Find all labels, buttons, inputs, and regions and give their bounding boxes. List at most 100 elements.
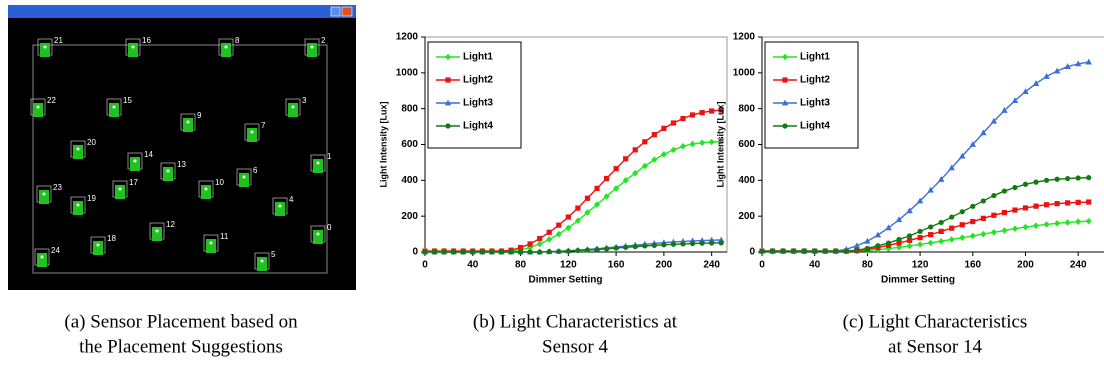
x-tick-label: 160 — [608, 260, 625, 271]
marker — [709, 240, 715, 246]
sensor — [257, 257, 267, 271]
marker — [1022, 88, 1029, 95]
marker — [885, 224, 892, 231]
marker — [1043, 221, 1050, 228]
marker — [906, 233, 913, 239]
x-tick-label: 120 — [912, 260, 929, 271]
sensor — [163, 167, 173, 181]
y-tick-label: 0 — [412, 247, 418, 258]
x-tick-label: 80 — [515, 260, 527, 271]
marker — [780, 248, 786, 254]
sensor — [307, 43, 317, 57]
marker — [1012, 207, 1018, 213]
x-axis-label: Dimmer Setting — [529, 275, 603, 286]
marker — [565, 214, 571, 220]
marker — [1054, 176, 1060, 182]
marker — [1001, 227, 1008, 234]
marker — [949, 225, 955, 231]
sensor — [221, 43, 231, 57]
marker — [896, 240, 902, 246]
sensor-dot — [250, 130, 254, 134]
sensor-dot — [96, 243, 100, 247]
marker — [546, 229, 552, 235]
window-button[interactable] — [330, 6, 341, 17]
marker — [1033, 179, 1039, 185]
marker — [527, 241, 533, 247]
marker — [854, 247, 860, 253]
marker — [980, 230, 987, 238]
sensor-dot — [186, 120, 190, 124]
sensor — [183, 118, 193, 132]
sensor — [33, 103, 43, 117]
marker — [906, 237, 913, 243]
sensor-dot — [209, 241, 213, 245]
marker — [594, 201, 600, 208]
marker — [917, 241, 924, 248]
y-tick-label: 1000 — [733, 67, 756, 78]
marker — [689, 112, 696, 118]
marker — [938, 237, 945, 245]
marker — [969, 141, 976, 147]
sensor-label: 10 — [215, 178, 224, 187]
marker — [594, 246, 600, 253]
marker — [479, 249, 485, 255]
marker — [575, 205, 581, 211]
marker — [689, 240, 696, 247]
sensor — [152, 227, 162, 241]
marker — [537, 235, 543, 242]
marker — [651, 156, 658, 164]
sensor-label: 4 — [289, 195, 294, 204]
sensor-dot — [310, 45, 314, 49]
marker — [603, 193, 610, 200]
marker — [916, 197, 924, 204]
marker — [980, 198, 986, 204]
marker — [896, 244, 903, 251]
legend-label: Light1 — [800, 52, 830, 63]
sensor-dot — [260, 259, 264, 263]
x-tick-label: 120 — [560, 260, 577, 271]
sensor-label: 0 — [327, 223, 332, 232]
marker — [613, 185, 620, 192]
legend-label: Light1 — [463, 52, 493, 63]
marker — [622, 177, 629, 184]
marker — [460, 249, 466, 255]
marker — [555, 230, 562, 238]
marker — [632, 244, 638, 250]
sensor-label: 3 — [302, 96, 307, 105]
marker — [1033, 222, 1040, 229]
sensor-dot — [155, 229, 159, 233]
close-button[interactable] — [341, 6, 353, 17]
marker — [613, 166, 619, 172]
marker — [1001, 188, 1008, 194]
marker — [642, 139, 648, 145]
marker — [864, 245, 870, 252]
marker — [642, 243, 648, 249]
marker — [632, 169, 639, 177]
sensor — [130, 157, 140, 171]
marker — [670, 120, 677, 126]
marker — [708, 138, 715, 146]
marker — [917, 235, 923, 241]
marker — [661, 125, 667, 131]
sensor — [201, 185, 211, 199]
sensor-dot — [224, 45, 228, 49]
legend-label: Light2 — [800, 75, 830, 86]
y-tick-label: 400 — [738, 175, 755, 186]
marker — [833, 248, 839, 254]
marker — [1043, 177, 1050, 183]
sensor — [40, 43, 50, 57]
marker — [709, 108, 715, 114]
marker — [603, 246, 610, 252]
y-tick-label: 1200 — [396, 32, 419, 43]
caption: (a) Sensor Placement based on — [64, 311, 298, 332]
marker — [1085, 217, 1092, 225]
x-axis-label: Dimmer Setting — [881, 275, 955, 286]
marker — [759, 248, 765, 254]
marker — [1022, 223, 1029, 231]
marker — [885, 240, 892, 246]
marker — [906, 207, 913, 214]
marker — [498, 249, 505, 255]
x-tick-label: 200 — [1017, 260, 1034, 271]
marker — [1086, 175, 1092, 181]
legend — [427, 41, 522, 149]
